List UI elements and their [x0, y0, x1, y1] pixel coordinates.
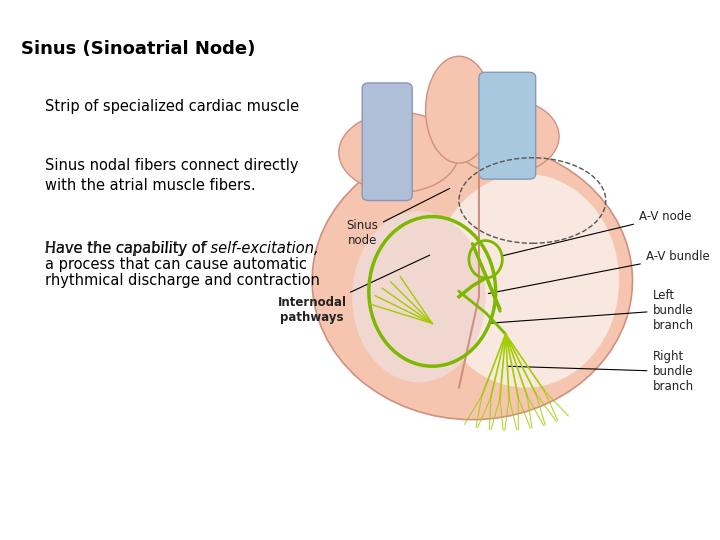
Text: Have the capability of self-excitation,: Have the capability of self-excitation,	[45, 241, 319, 255]
FancyBboxPatch shape	[479, 72, 536, 179]
Text: Have the capability of: Have the capability of	[45, 241, 210, 255]
Text: rhythmical discharge and contraction: rhythmical discharge and contraction	[45, 273, 320, 288]
Text: Internodal
pathways: Internodal pathways	[278, 255, 430, 324]
Ellipse shape	[426, 56, 492, 163]
Text: A-V bundle: A-V bundle	[488, 250, 710, 294]
Ellipse shape	[312, 141, 632, 420]
FancyBboxPatch shape	[362, 83, 413, 200]
Text: Sinus (Sinoatrial Node): Sinus (Sinoatrial Node)	[22, 40, 256, 58]
Text: A-V node: A-V node	[502, 210, 692, 256]
Text: a process that can cause automatic: a process that can cause automatic	[45, 257, 307, 272]
Ellipse shape	[352, 211, 485, 382]
Text: Left
bundle
branch: Left bundle branch	[488, 288, 693, 332]
Text: Strip of specialized cardiac muscle: Strip of specialized cardiac muscle	[45, 99, 300, 114]
Text: Right
bundle
branch: Right bundle branch	[508, 350, 693, 393]
Ellipse shape	[432, 174, 619, 388]
Text: Sinus
node: Sinus node	[346, 188, 450, 247]
Ellipse shape	[452, 99, 559, 174]
Text: Have the capability of: Have the capability of	[45, 241, 210, 255]
Text: Sinus nodal fibers connect directly
with the atrial muscle fibers.: Sinus nodal fibers connect directly with…	[45, 158, 299, 193]
Ellipse shape	[339, 112, 459, 192]
